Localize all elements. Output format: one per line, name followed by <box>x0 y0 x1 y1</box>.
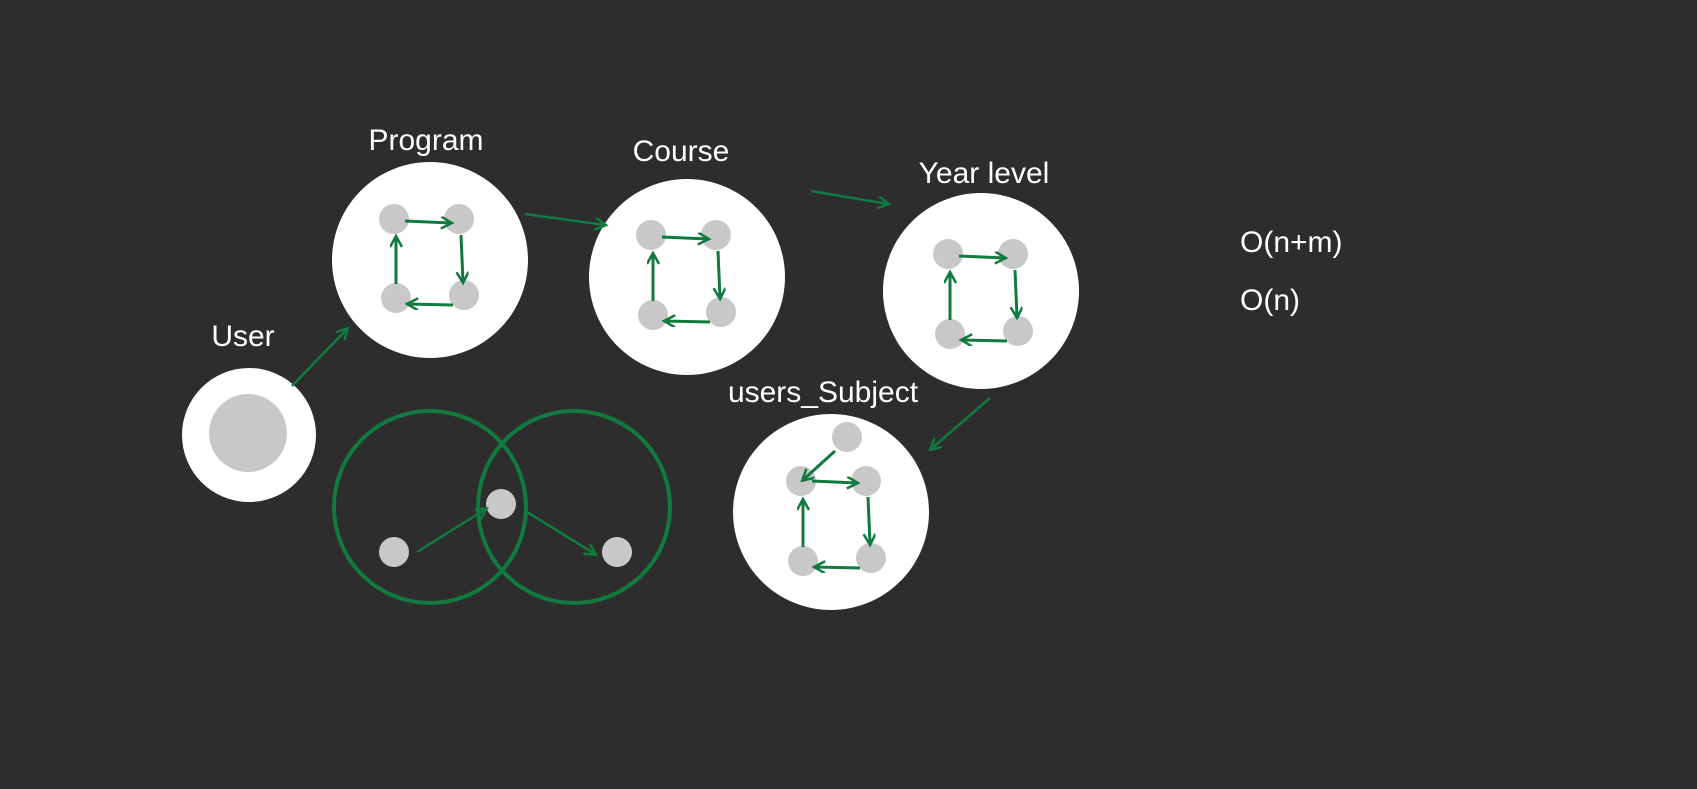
label-users-subject: users_Subject <box>728 376 919 409</box>
venn-right-circle <box>476 409 672 605</box>
program-edge <box>404 221 451 223</box>
program-node <box>381 283 411 313</box>
users-subject-edge <box>803 449 837 480</box>
year-level-node <box>933 239 963 269</box>
course-node <box>638 300 668 330</box>
users-subject-edge <box>811 481 857 483</box>
venn-edge <box>416 509 486 554</box>
label-year-level: Year level <box>919 157 1050 190</box>
program-node <box>449 280 479 310</box>
arrow-program-to-course <box>524 212 605 225</box>
users-subject-node <box>788 546 818 576</box>
arrow-user-to-program <box>291 329 347 387</box>
course-circle <box>589 179 785 375</box>
venn-left-circle <box>332 409 528 605</box>
venn-diagram <box>332 409 672 605</box>
users-subject-circle <box>733 414 929 610</box>
user-entity <box>182 368 316 502</box>
year-level-node <box>935 319 965 349</box>
course-node <box>706 297 736 327</box>
course-entity <box>589 179 785 375</box>
complexity-first: O(n+m) <box>1240 226 1343 259</box>
users-subject-node <box>851 466 881 496</box>
program-circle <box>332 162 528 358</box>
program-entity <box>332 162 528 358</box>
program-edge <box>461 234 463 282</box>
venn-node <box>602 537 632 567</box>
course-edge <box>718 250 720 298</box>
label-program: Program <box>368 124 483 157</box>
course-node <box>701 220 731 250</box>
label-course: Course <box>633 135 730 168</box>
venn-node <box>379 537 409 567</box>
year-level-node <box>998 239 1028 269</box>
course-edge <box>661 237 708 239</box>
year-level-circle <box>883 193 1079 389</box>
complexity-second: O(n) <box>1240 284 1300 317</box>
user-node <box>209 394 287 472</box>
users-subject-entity <box>733 414 929 610</box>
venn-edge <box>526 510 595 554</box>
year-level-edge <box>958 256 1005 258</box>
year-level-edge <box>1015 269 1017 317</box>
venn-node <box>486 489 516 519</box>
arrow-year-level-to-users-subject <box>931 397 991 449</box>
users-subject-node <box>856 543 886 573</box>
users-subject-edge <box>815 567 861 568</box>
program-edge <box>408 304 454 305</box>
program-node <box>444 204 474 234</box>
arrow-course-to-year-level <box>810 189 888 204</box>
year-level-edge <box>962 340 1008 341</box>
course-node <box>636 220 666 250</box>
users-subject-node <box>832 422 862 452</box>
label-user: User <box>211 320 274 353</box>
course-edge <box>665 321 711 322</box>
year-level-entity <box>883 193 1079 389</box>
users-subject-edge <box>868 496 870 544</box>
program-node <box>379 204 409 234</box>
year-level-node <box>1003 316 1033 346</box>
